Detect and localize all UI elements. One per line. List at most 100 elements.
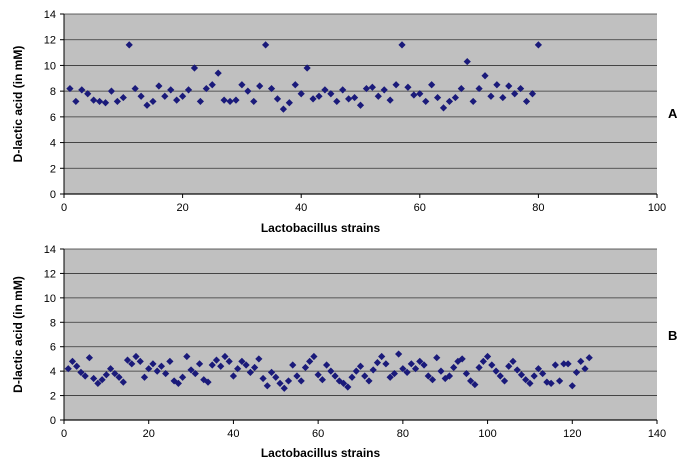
y-tick-label: 8 [50,317,56,329]
data-point [94,379,102,387]
data-point [217,362,225,370]
panel-label: B [668,328,677,343]
data-point [410,91,418,99]
x-tick-label: 40 [227,428,239,440]
data-point [475,363,483,372]
data-point [191,369,199,378]
x-axis-title: Lactobacillus strains [261,446,381,460]
data-point [488,361,496,369]
data-point [411,365,420,373]
data-point [395,350,403,358]
data-point [356,362,365,370]
data-point [267,368,276,376]
data-point [140,373,149,381]
data-point [339,379,348,387]
data-point [450,363,458,372]
data-point [106,365,115,373]
data-point [153,367,161,375]
data-point [467,377,475,385]
data-point [499,93,507,102]
data-point [451,93,459,102]
data-point [390,369,398,378]
y-tick-label: 12 [44,35,56,47]
data-point [463,57,471,66]
data-point [149,97,157,106]
data-point [457,84,465,93]
data-point [98,376,106,384]
data-point [125,41,133,49]
data-point [303,64,311,72]
y-tick-label: 10 [44,293,56,305]
data-point [255,355,263,363]
data-point [155,82,163,90]
data-point [348,373,356,381]
data-point [95,97,104,106]
data-point [509,357,517,365]
data-point [115,373,123,381]
data-point [221,352,229,361]
data-point [280,384,288,392]
data-point [232,96,240,104]
x-tick-label: 60 [312,428,324,440]
y-tick-label: 14 [44,9,56,21]
data-point [445,372,454,380]
data-point [242,361,250,369]
data-point [335,377,343,385]
x-tick-label: 80 [532,202,544,214]
data-point [85,354,94,362]
data-point [77,368,85,376]
data-point [439,104,448,112]
data-point [339,86,347,94]
x-tick-label: 60 [414,202,426,214]
data-point [244,87,252,95]
data-point [416,357,424,365]
data-point [238,357,246,365]
x-tick-label: 20 [176,202,188,214]
x-axis-title: Lactobacillus strains [261,221,381,235]
data-point [273,95,282,103]
data-point [66,84,74,93]
data-point [373,358,382,367]
data-point [234,365,242,373]
data-point [119,93,127,102]
data-point [479,357,487,365]
data-point [123,356,132,364]
data-point [428,376,437,384]
data-point [344,383,352,391]
y-tick-label: 14 [44,244,56,256]
data-point [517,371,526,379]
data-point [398,41,406,49]
data-point [183,352,191,361]
x-tick-label: 100 [478,428,496,440]
data-point [297,90,305,98]
data-point [327,90,335,98]
data-point [361,372,369,380]
data-point [560,360,568,368]
data-point [382,360,390,368]
data-point [528,90,537,98]
data-point [246,368,254,376]
data-point [369,366,377,374]
data-point [505,362,513,370]
data-point [458,355,466,363]
data-point [167,86,175,94]
data-point [378,352,386,361]
data-point [220,96,228,104]
y-tick-label: 8 [50,86,56,98]
x-tick-label: 140 [648,428,666,440]
data-point [585,354,593,362]
data-point [179,373,187,381]
data-point [131,84,139,93]
data-point [543,378,551,386]
data-point [483,352,492,361]
data-point [564,360,572,368]
data-point [306,357,314,365]
data-point [195,360,204,368]
x-tick-label: 0 [61,202,67,214]
y-tick-label: 4 [50,366,56,378]
data-point [272,373,280,381]
data-point [101,99,110,107]
data-point [166,357,174,365]
data-point [113,97,121,106]
